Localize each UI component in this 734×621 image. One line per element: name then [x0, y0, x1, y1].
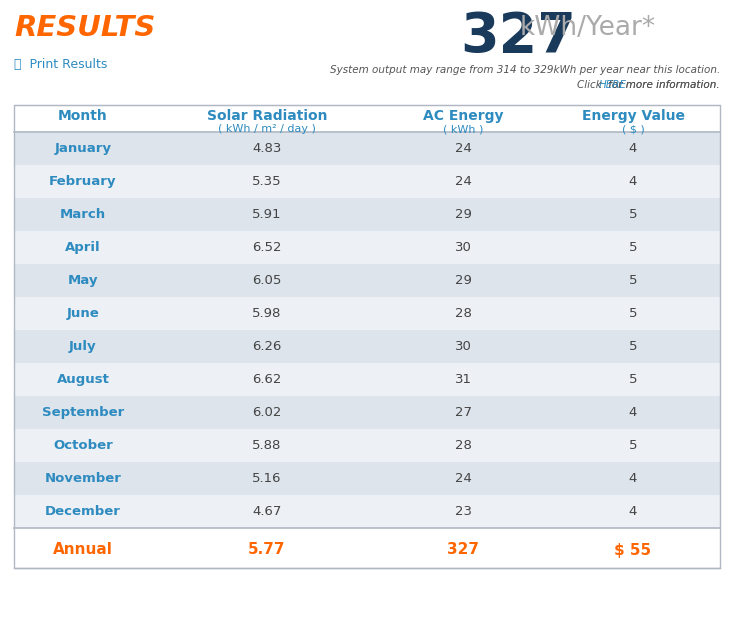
Text: 27: 27 [454, 406, 471, 419]
Text: 5: 5 [629, 439, 637, 452]
Text: 5.98: 5.98 [252, 307, 282, 320]
Text: March: March [60, 208, 106, 221]
Bar [14, 165, 720, 198]
Text: 28: 28 [454, 439, 471, 452]
Text: 24: 24 [454, 175, 471, 188]
Bar [14, 297, 720, 330]
Text: September: September [42, 406, 124, 419]
Text: Month: Month [58, 109, 108, 123]
Bar [14, 429, 720, 462]
Text: Solar Radiation: Solar Radiation [207, 109, 327, 123]
Text: 28: 28 [454, 307, 471, 320]
Bar [14, 105, 720, 568]
Text: 4: 4 [629, 142, 637, 155]
Text: kWh/Year*: kWh/Year* [520, 15, 656, 41]
Text: May: May [68, 274, 98, 287]
Text: System output may range from 314 to 329kWh per year near this location.: System output may range from 314 to 329k… [330, 65, 720, 75]
Text: 4.67: 4.67 [252, 505, 282, 518]
Text: for more information.: for more information. [606, 80, 720, 90]
Text: 4: 4 [629, 175, 637, 188]
Text: 29: 29 [454, 208, 471, 221]
Text: 4: 4 [629, 406, 637, 419]
Bar [14, 264, 720, 297]
Text: 5: 5 [629, 340, 637, 353]
Text: 29: 29 [454, 274, 471, 287]
Bar [14, 462, 720, 495]
Bar [14, 330, 720, 363]
Text: 6.26: 6.26 [252, 340, 282, 353]
Text: ( $ ): ( $ ) [622, 124, 644, 134]
Text: 4.83: 4.83 [252, 142, 282, 155]
Text: AC Energy: AC Energy [423, 109, 504, 123]
Text: 5.77: 5.77 [248, 543, 286, 558]
Bar [14, 396, 720, 429]
Text: 31: 31 [454, 373, 471, 386]
Text: 24: 24 [454, 472, 471, 485]
Text: August: August [57, 373, 109, 386]
Bar [14, 132, 720, 165]
Text: RESULTS: RESULTS [14, 14, 156, 42]
Text: 5: 5 [629, 241, 637, 254]
Text: 24: 24 [454, 142, 471, 155]
Text: ⎙  Print Results: ⎙ Print Results [14, 58, 107, 71]
Text: Click: Click [577, 80, 605, 90]
Text: July: July [69, 340, 97, 353]
Text: 6.62: 6.62 [252, 373, 282, 386]
Text: 5.91: 5.91 [252, 208, 282, 221]
Text: January: January [54, 142, 112, 155]
Text: 5: 5 [629, 307, 637, 320]
Text: November: November [45, 472, 121, 485]
Text: 5: 5 [629, 274, 637, 287]
Text: 30: 30 [454, 340, 471, 353]
Text: 327: 327 [460, 10, 576, 64]
Text: $ 55: $ 55 [614, 543, 652, 558]
Text: 5.16: 5.16 [252, 472, 282, 485]
Text: Annual: Annual [53, 543, 113, 558]
Text: 4: 4 [629, 472, 637, 485]
Text: 30: 30 [454, 241, 471, 254]
Text: HERE: HERE [599, 80, 627, 90]
Text: 5: 5 [629, 373, 637, 386]
Text: December: December [45, 505, 121, 518]
Bar [14, 231, 720, 264]
Text: 6.02: 6.02 [252, 406, 282, 419]
Text: February: February [49, 175, 117, 188]
Text: April: April [65, 241, 101, 254]
Bar [14, 198, 720, 231]
Text: 6.52: 6.52 [252, 241, 282, 254]
Text: 5: 5 [629, 208, 637, 221]
Text: 23: 23 [454, 505, 471, 518]
Text: for more information.: for more information. [606, 80, 720, 90]
Text: 5.88: 5.88 [252, 439, 282, 452]
Text: October: October [53, 439, 113, 452]
Bar [14, 363, 720, 396]
Text: 4: 4 [629, 505, 637, 518]
Bar [14, 495, 720, 528]
Text: June: June [67, 307, 99, 320]
Text: ( kWh / m² / day ): ( kWh / m² / day ) [218, 124, 316, 134]
Text: Energy Value: Energy Value [581, 109, 685, 123]
Text: 6.05: 6.05 [252, 274, 282, 287]
Text: 5.35: 5.35 [252, 175, 282, 188]
Text: 327: 327 [447, 543, 479, 558]
Text: ( kWh ): ( kWh ) [443, 124, 483, 134]
